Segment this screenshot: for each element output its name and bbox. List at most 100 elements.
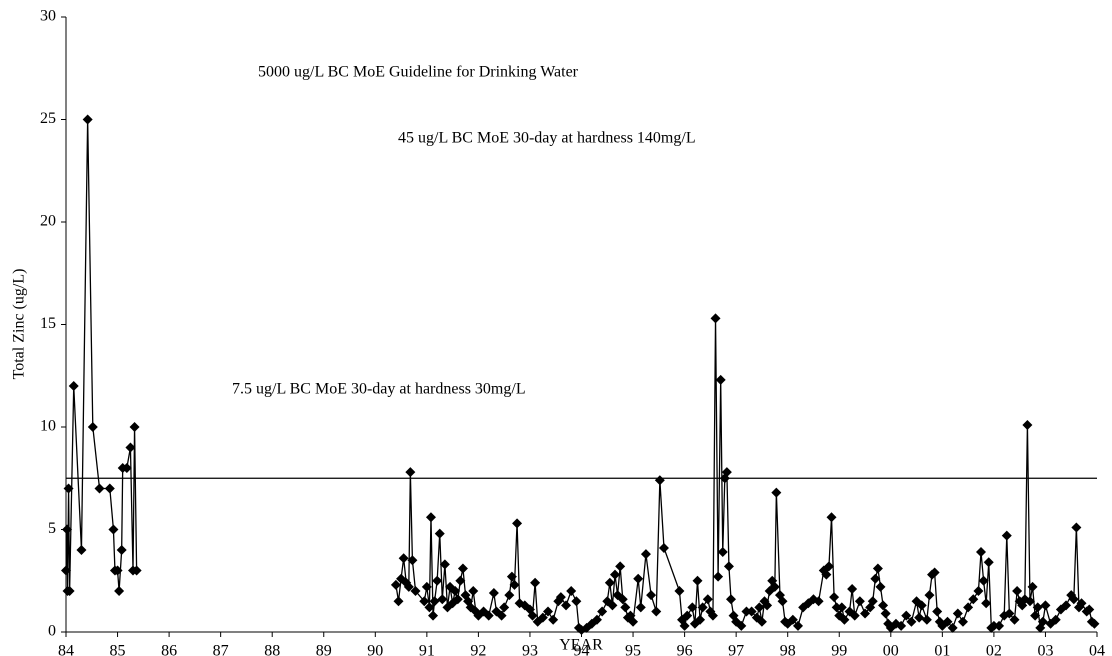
x-tick-label: 91 [419, 643, 435, 656]
data-point [839, 614, 850, 625]
reference-label: 7.5 ug/L BC MoE 30-day at hardness 30mg/… [232, 381, 526, 398]
y-tick-label: 20 [40, 213, 56, 230]
data-point [571, 596, 582, 607]
x-tick-label: 89 [316, 643, 332, 656]
data-point [929, 567, 940, 578]
data-point [777, 596, 788, 607]
data-point [64, 586, 75, 596]
data-point [924, 590, 935, 601]
y-tick-label: 10 [40, 418, 56, 435]
data-point [468, 586, 479, 596]
y-axis-label: Total Zinc (ug/L) [11, 269, 28, 380]
data-point [607, 600, 618, 611]
data-point [390, 579, 401, 590]
data-point [914, 612, 925, 623]
data-point [878, 600, 889, 611]
data-point [496, 610, 507, 621]
y-tick-label: 25 [40, 110, 56, 127]
x-tick-label: 86 [161, 643, 177, 656]
data-point [896, 620, 907, 631]
data-point [114, 586, 125, 596]
data-point [63, 483, 74, 494]
data-point [104, 483, 115, 494]
data-point [1071, 522, 1082, 533]
data-point [527, 610, 538, 621]
data-point [916, 600, 927, 611]
data-point [1032, 602, 1043, 613]
data-point [994, 620, 1005, 631]
data-point [129, 422, 140, 432]
data-point [754, 602, 765, 613]
data-point [854, 596, 865, 607]
data-point [591, 614, 602, 625]
data-point [976, 547, 987, 558]
data-point [483, 610, 494, 621]
data-point [725, 594, 736, 605]
y-tick-label: 15 [40, 315, 56, 332]
data-point [692, 575, 703, 586]
data-point [942, 616, 953, 627]
data-point [398, 553, 409, 564]
x-tick-label: 84 [58, 643, 74, 656]
x-tick-label: 98 [780, 643, 796, 656]
data-point [615, 561, 626, 572]
data-point [771, 487, 782, 498]
data-point [870, 573, 881, 584]
data-point [488, 588, 499, 599]
y-tick-label: 5 [48, 520, 56, 537]
data-point [695, 614, 706, 625]
data-point [434, 528, 445, 539]
data-point [981, 598, 992, 609]
data-point [1084, 604, 1095, 615]
x-tick-label: 01 [934, 643, 950, 656]
data-point [82, 114, 93, 125]
data-point [628, 616, 639, 627]
data-point [403, 581, 414, 592]
data-point [125, 442, 136, 453]
data-point [428, 610, 439, 621]
data-point [957, 616, 968, 627]
data-point [597, 606, 608, 617]
data-point [131, 565, 142, 576]
data-point [640, 549, 651, 560]
data-point [439, 559, 450, 570]
data-point [762, 600, 773, 611]
x-tick-label: 93 [522, 643, 538, 656]
data-line [395, 318, 1095, 631]
data-point [617, 594, 628, 605]
data-point [901, 610, 912, 621]
data-point [821, 569, 832, 580]
data-point [509, 579, 520, 590]
data-point [1068, 594, 1079, 605]
data-point [651, 606, 662, 617]
data-point [756, 616, 767, 627]
x-tick-label: 87 [213, 643, 229, 656]
data-point [1001, 530, 1012, 541]
data-point [849, 610, 860, 621]
data-point [963, 602, 974, 613]
data-line [65, 119, 138, 592]
data-point [906, 616, 917, 627]
data-point [872, 563, 883, 574]
data-point [682, 610, 693, 621]
data-point [1027, 581, 1038, 592]
data-point [715, 374, 726, 385]
data-point [952, 608, 963, 619]
data-point [973, 586, 984, 596]
data-point [620, 602, 631, 613]
data-point [702, 594, 713, 605]
data-point [983, 557, 994, 568]
data-point [61, 565, 71, 576]
data-point [506, 571, 517, 582]
x-tick-label: 97 [728, 643, 744, 656]
data-point [504, 590, 515, 601]
data-point [978, 575, 989, 586]
data-point [721, 467, 732, 478]
data-point [450, 586, 461, 596]
data-point [1014, 596, 1025, 607]
data-point [1024, 596, 1035, 607]
data-point [968, 594, 979, 605]
data-point [1089, 618, 1100, 629]
data-point [555, 592, 566, 603]
